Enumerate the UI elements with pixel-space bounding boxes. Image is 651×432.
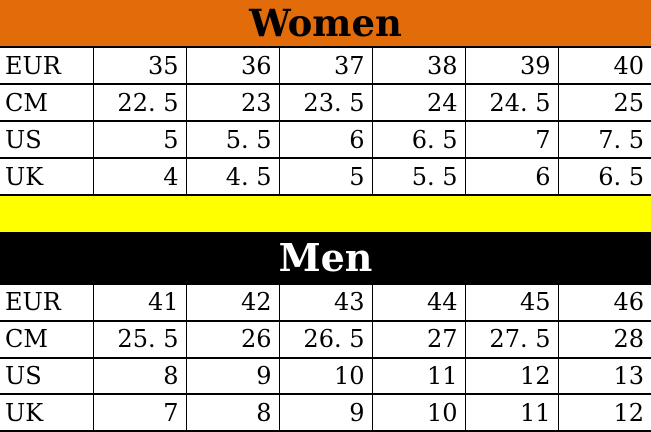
size-cell: 25. 5 xyxy=(92,319,187,359)
row-label: US xyxy=(0,120,94,159)
size-cell: 24. 5 xyxy=(464,83,559,122)
size-cell: 38 xyxy=(371,46,466,85)
size-cell: 6. 5 xyxy=(557,157,651,196)
size-cell: 5 xyxy=(92,120,187,159)
size-cell: 10 xyxy=(371,393,466,432)
table-row-uk: UK 7 8 9 10 11 12 xyxy=(0,393,651,432)
size-cell: 12 xyxy=(464,356,559,396)
size-cell: 5 xyxy=(278,157,373,196)
size-cell: 5. 5 xyxy=(185,120,280,159)
size-cell: 41 xyxy=(92,283,187,322)
size-cell: 26 xyxy=(185,319,280,359)
size-cell: 40 xyxy=(557,46,651,85)
men-title: Men xyxy=(278,234,373,280)
row-label: US xyxy=(0,356,94,396)
size-cell: 6 xyxy=(464,157,559,196)
size-cell: 23 xyxy=(185,83,280,122)
size-cell: 23. 5 xyxy=(278,83,373,122)
size-cell: 8 xyxy=(92,356,187,396)
size-cell: 6. 5 xyxy=(371,120,466,159)
size-cell: 9 xyxy=(278,393,373,432)
table-row-uk: UK 4 4. 5 5 5. 5 6 6. 5 xyxy=(0,157,651,196)
women-header-band: Women xyxy=(0,0,651,46)
men-size-table: EUR 41 42 43 44 45 46 CM 25. 5 26 26. 5 … xyxy=(0,283,651,432)
table-row-cm: CM 22. 5 23 23. 5 24 24. 5 25 xyxy=(0,83,651,122)
table-row-us: US 5 5. 5 6 6. 5 7 7. 5 xyxy=(0,120,651,159)
size-cell: 12 xyxy=(557,393,651,432)
size-cell: 36 xyxy=(185,46,280,85)
size-cell: 11 xyxy=(371,356,466,396)
size-cell: 4 xyxy=(92,157,187,196)
yellow-divider xyxy=(0,196,651,232)
size-cell: 4. 5 xyxy=(185,157,280,196)
size-cell: 35 xyxy=(92,46,187,85)
size-cell: 6 xyxy=(278,120,373,159)
men-header-band: Men xyxy=(0,232,651,283)
size-cell: 39 xyxy=(464,46,559,85)
size-cell: 22. 5 xyxy=(92,83,187,122)
size-cell: 7 xyxy=(92,393,187,432)
row-label: EUR xyxy=(0,283,94,322)
size-cell: 24 xyxy=(371,83,466,122)
size-cell: 44 xyxy=(371,283,466,322)
size-cell: 25 xyxy=(557,83,651,122)
size-cell: 27 xyxy=(371,319,466,359)
size-cell: 42 xyxy=(185,283,280,322)
row-label: EUR xyxy=(0,46,94,85)
size-cell: 26. 5 xyxy=(278,319,373,359)
size-cell: 45 xyxy=(464,283,559,322)
table-row-us: US 8 9 10 11 12 13 xyxy=(0,356,651,396)
size-cell: 28 xyxy=(557,319,651,359)
size-cell: 9 xyxy=(185,356,280,396)
size-cell: 11 xyxy=(464,393,559,432)
table-row-eur: EUR 35 36 37 38 39 40 xyxy=(0,46,651,85)
row-label: UK xyxy=(0,157,94,196)
size-cell: 5. 5 xyxy=(371,157,466,196)
row-label: CM xyxy=(0,83,94,122)
table-row-eur: EUR 41 42 43 44 45 46 xyxy=(0,283,651,322)
size-cell: 7 xyxy=(464,120,559,159)
size-cell: 13 xyxy=(557,356,651,396)
size-cell: 8 xyxy=(185,393,280,432)
women-size-table: EUR 35 36 37 38 39 40 CM 22. 5 23 23. 5 … xyxy=(0,46,651,196)
size-cell: 37 xyxy=(278,46,373,85)
size-cell: 10 xyxy=(278,356,373,396)
size-cell: 43 xyxy=(278,283,373,322)
size-cell: 7. 5 xyxy=(557,120,651,159)
row-label: UK xyxy=(0,393,94,432)
size-cell: 27. 5 xyxy=(464,319,559,359)
size-cell: 46 xyxy=(557,283,651,322)
row-label: CM xyxy=(0,319,94,359)
table-row-cm: CM 25. 5 26 26. 5 27 27. 5 28 xyxy=(0,319,651,359)
women-title: Women xyxy=(249,0,402,45)
